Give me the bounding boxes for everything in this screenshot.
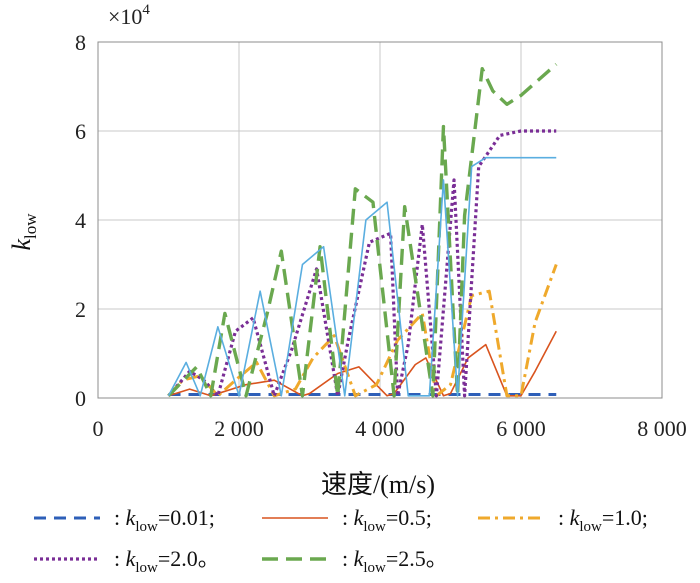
- series-2: [167, 263, 558, 398]
- legend-label-1: : klow=0.5;: [342, 505, 432, 535]
- series-5: [167, 156, 557, 397]
- series-3: [167, 129, 557, 398]
- legend-item-0: : klow=0.01;: [34, 505, 215, 535]
- legend: : klow=0.01; : klow=0.5; : klow=1.0; : klow…: [34, 505, 648, 576]
- x-tick-label-4: 8 000: [637, 416, 687, 441]
- x-tick-label-1: 2 000: [214, 416, 264, 441]
- y-axis-label-text: klow: [7, 213, 40, 251]
- y-tick-label-3: 6: [75, 119, 86, 144]
- legend-item-3: : klow=2.0。: [34, 546, 220, 576]
- y-multiplier: ×104: [108, 2, 150, 29]
- series-line-1: [168, 330, 557, 397]
- series-line-5: [167, 156, 557, 397]
- x-tick-label-2: 4 000: [355, 416, 405, 441]
- series-line-3: [167, 129, 557, 398]
- x-tick-label-3: 6 000: [496, 416, 546, 441]
- legend-label-4: : klow=2.5。: [342, 546, 448, 576]
- plot-border: [97, 41, 663, 399]
- legend-label-2: : klow=1.0;: [558, 505, 648, 535]
- series-line-4: [167, 62, 558, 398]
- legend-label-3: : klow=2.0。: [114, 546, 220, 576]
- legend-label-0: : klow=0.01;: [114, 505, 215, 535]
- legend-item-1: : klow=0.5;: [262, 505, 432, 535]
- y-tick-label-4: 8: [75, 30, 86, 55]
- legend-item-4: : klow=2.5。: [262, 546, 448, 576]
- tick-labels: 0 2 000 4 000 6 000 8 000 0 2 4 6 8: [75, 30, 687, 441]
- y-tick-label-1: 2: [75, 297, 86, 322]
- x-axis-label: 速度/(m/s): [321, 470, 435, 499]
- grid: [97, 41, 663, 399]
- plot-frame: [97, 41, 663, 399]
- y-tick-label-0: 0: [75, 386, 86, 411]
- x-tick-label-0: 0: [93, 416, 104, 441]
- series-layer: [167, 62, 558, 398]
- series-1: [168, 330, 557, 397]
- y-axis-label: klow: [7, 213, 40, 251]
- series-4: [167, 62, 558, 398]
- legend-item-2: : klow=1.0;: [478, 505, 648, 535]
- y-tick-label-2: 4: [75, 208, 86, 233]
- series-line-2: [167, 263, 558, 398]
